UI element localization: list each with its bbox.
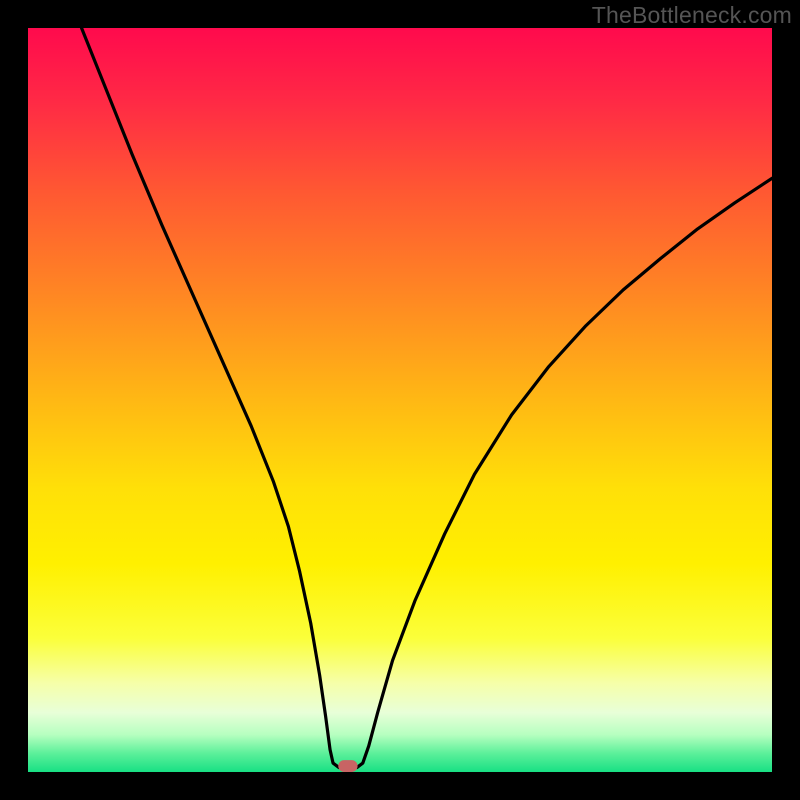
watermark-text: TheBottleneck.com	[592, 2, 792, 29]
bottleneck-curve-chart	[28, 28, 772, 772]
gradient-background	[28, 28, 772, 772]
plot-area	[28, 28, 772, 772]
chart-frame: TheBottleneck.com	[0, 0, 800, 800]
optimum-marker	[338, 760, 357, 772]
